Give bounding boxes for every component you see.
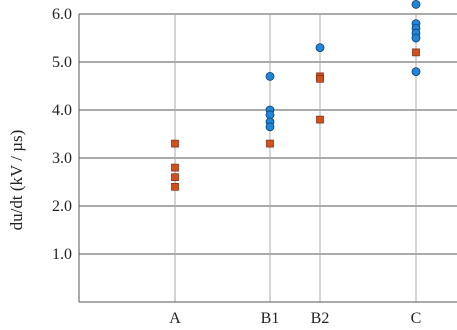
y-tick-label: 1.0: [52, 246, 72, 263]
y-tick-labels: 1.0 2.0 3.0 4.0 5.0 6.0: [52, 6, 72, 263]
x-tick-label: A: [169, 310, 181, 327]
square-marker: [266, 139, 274, 148]
square-marker: [171, 182, 179, 191]
square-marker: [171, 173, 179, 182]
x-tick-label: B1: [261, 310, 280, 327]
square-marker: [412, 48, 420, 57]
y-axis-label: du/dt (kV / µs): [7, 130, 26, 231]
circle-marker: [265, 72, 275, 81]
data-marks: [171, 0, 421, 191]
circle-marker: [411, 33, 421, 43]
circle-marker: [411, 67, 421, 76]
x-tick-label: C: [411, 310, 422, 327]
circle-marker: [411, 0, 421, 9]
grid-layer: [79, 13, 457, 302]
square-marker: [171, 163, 179, 172]
x-tick-label: B2: [311, 310, 330, 327]
y-tick-label: 6.0: [52, 6, 72, 23]
square-marker: [171, 139, 179, 148]
y-tick-label: 2.0: [52, 198, 72, 215]
circle-marker: [315, 43, 325, 52]
circle-marker: [265, 122, 275, 132]
square-marker: [316, 115, 324, 124]
axes-layer: [78, 14, 457, 303]
y-tick-label: 4.0: [52, 102, 72, 119]
y-tick-label: 5.0: [52, 54, 72, 71]
y-tick-label: 3.0: [52, 150, 72, 167]
x-tick-labels: A B1 B2 C: [169, 310, 421, 327]
square-marker: [316, 74, 324, 83]
